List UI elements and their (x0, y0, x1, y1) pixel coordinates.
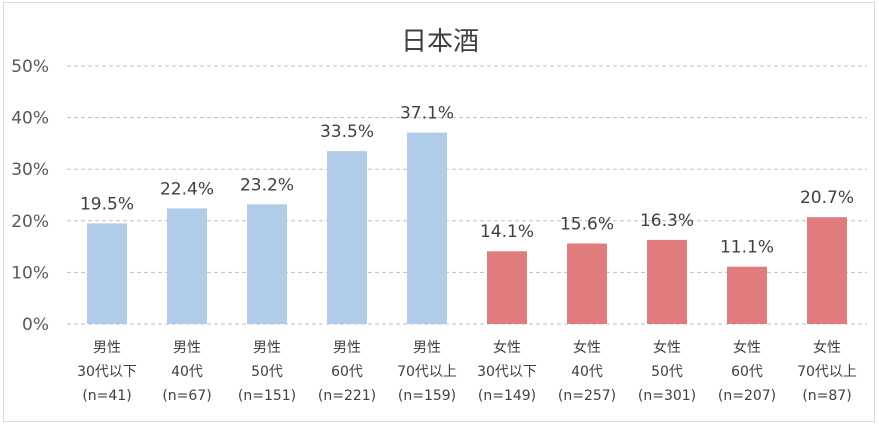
category-label: 30代以下 (477, 364, 537, 380)
category-label: 60代 (331, 364, 363, 380)
data-label: 37.1% (400, 104, 454, 124)
category-label: 30代以下 (77, 364, 137, 380)
y-tick-label: 10% (11, 263, 49, 283)
category-label: 女性 (653, 339, 681, 356)
data-label: 14.1% (480, 222, 534, 242)
category-label: (n=159) (398, 388, 456, 404)
bar (567, 243, 607, 324)
data-label: 15.6% (560, 215, 614, 235)
bar (727, 266, 767, 324)
data-label: 33.5% (320, 122, 374, 142)
y-tick-label: 20% (11, 212, 49, 232)
bar (647, 239, 687, 324)
data-label: 22.4% (160, 179, 214, 199)
category-label: 50代 (651, 364, 683, 380)
category-label: (n=41) (82, 388, 131, 404)
category-label: (n=221) (318, 388, 376, 404)
bar (327, 151, 367, 324)
data-label: 16.3% (640, 211, 694, 231)
data-label: 11.1% (720, 238, 774, 258)
category-label: 男性 (333, 340, 361, 356)
category-label: 70代以上 (797, 364, 857, 380)
category-label: 男性 (93, 340, 121, 356)
category-label: (n=149) (478, 388, 536, 404)
category-label: (n=151) (238, 388, 296, 404)
category-label: 50代 (251, 364, 283, 380)
category-label: 女性 (573, 339, 601, 356)
y-tick-label: 30% (11, 160, 49, 180)
data-label: 20.7% (800, 188, 854, 208)
category-label: (n=207) (718, 388, 776, 404)
category-label: 女性 (813, 339, 841, 356)
bar (87, 223, 127, 324)
category-label: 男性 (253, 340, 281, 356)
bars (87, 132, 847, 324)
bar (807, 217, 847, 324)
category-label: 60代 (731, 364, 763, 380)
y-tick-label: 40% (11, 109, 49, 129)
category-label: (n=67) (162, 388, 211, 404)
bar (487, 251, 527, 324)
category-label: 70代以上 (397, 364, 457, 380)
category-label: 女性 (493, 339, 521, 356)
category-labels: 男性 30代以下 (n=41) 男性 40代 (n=67) 男性 50代 (n=151) 男性 60… (77, 339, 857, 404)
category-label: (n=257) (558, 388, 616, 404)
category-label: 女性 (733, 339, 761, 356)
bar (167, 208, 207, 324)
category-label: 男性 (173, 340, 201, 356)
y-tick-label: 0% (22, 315, 49, 335)
chart-title: 日本酒 (401, 27, 479, 57)
bar (247, 204, 287, 324)
category-label: 男性 (413, 340, 441, 356)
data-labels: 19.5% 22.4% 23.2% 33.5% 37.1% 14.1% 15.6% 16.3%… (80, 104, 854, 258)
y-axis-ticks: 0% 10% 20% 30% 40% 50% (11, 57, 49, 335)
bar (407, 132, 447, 324)
category-label: (n=87) (802, 388, 851, 404)
category-label: 40代 (171, 364, 203, 380)
category-label: 40代 (571, 364, 603, 380)
data-label: 19.5% (80, 194, 134, 214)
category-label: (n=301) (638, 388, 696, 404)
y-tick-label: 50% (11, 57, 49, 77)
data-label: 23.2% (240, 175, 294, 195)
